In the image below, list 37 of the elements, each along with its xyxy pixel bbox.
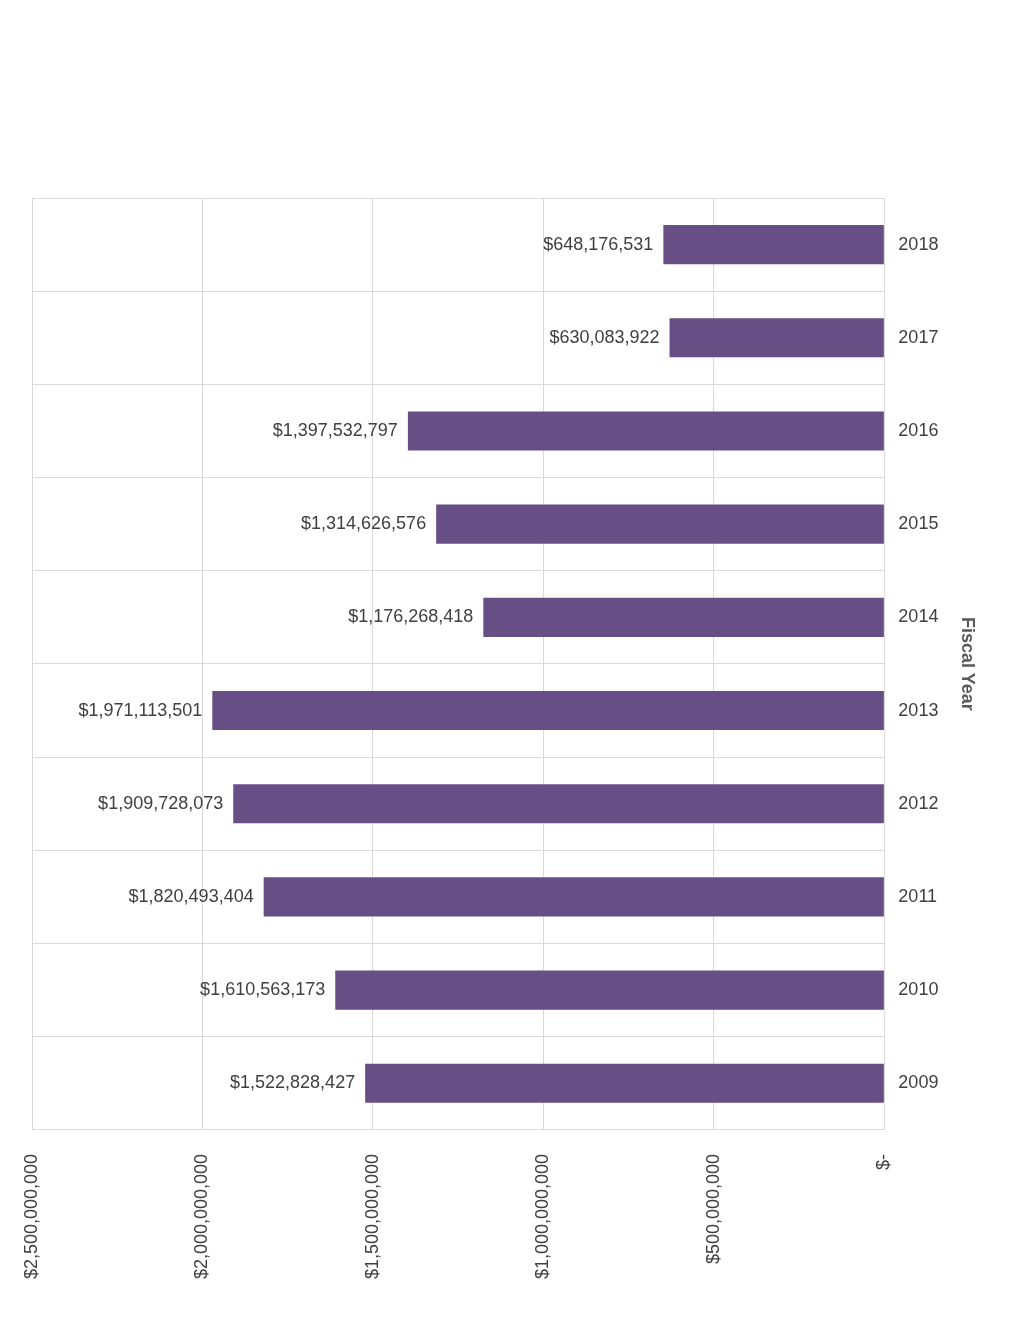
data-label: $1,314,626,576 bbox=[301, 513, 427, 534]
y-tick-label: 2017 bbox=[898, 326, 939, 347]
bar bbox=[212, 690, 884, 731]
data-label: $648,176,531 bbox=[543, 233, 654, 254]
y-tick-label: 2013 bbox=[898, 699, 939, 720]
x-tick-label: $- bbox=[873, 1153, 894, 1170]
y-tick-label: 2011 bbox=[898, 885, 938, 906]
y-tick-label: 2010 bbox=[898, 979, 939, 1000]
bar bbox=[436, 504, 884, 544]
data-label: $1,397,532,797 bbox=[272, 419, 398, 440]
x-tick-label: $500,000,000 bbox=[702, 1153, 723, 1264]
y-axis-title: Fiscal Year bbox=[958, 617, 979, 711]
data-label: $1,971,113,501 bbox=[78, 699, 203, 720]
bar bbox=[669, 318, 884, 358]
data-label: $1,176,268,418 bbox=[348, 606, 474, 627]
y-tick-label: 2012 bbox=[898, 792, 939, 813]
x-tick-label: $1,500,000,000 bbox=[361, 1153, 382, 1279]
bar bbox=[663, 225, 884, 265]
bar bbox=[483, 597, 884, 637]
y-tick-label: 2009 bbox=[898, 1072, 939, 1093]
data-label: $1,610,563,173 bbox=[200, 979, 326, 1000]
data-label: $630,083,922 bbox=[549, 326, 660, 347]
y-tick-label: 2018 bbox=[898, 233, 939, 254]
data-label: $1,820,493,404 bbox=[128, 885, 254, 906]
data-label: $1,522,828,427 bbox=[230, 1072, 356, 1093]
data-label: $1,909,728,073 bbox=[98, 792, 224, 813]
y-tick-label: 2016 bbox=[898, 419, 939, 440]
bar bbox=[233, 784, 884, 824]
x-tick-label: $1,000,000,000 bbox=[532, 1153, 553, 1279]
x-tick-label: $2,000,000,000 bbox=[191, 1153, 212, 1279]
bar bbox=[407, 411, 884, 451]
x-tick-label: $2,500,000,000 bbox=[20, 1153, 41, 1279]
bar bbox=[263, 877, 884, 917]
bar bbox=[365, 1063, 884, 1103]
bar bbox=[335, 970, 884, 1010]
y-tick-label: 2015 bbox=[898, 513, 939, 534]
y-tick-label: 2014 bbox=[898, 606, 939, 627]
